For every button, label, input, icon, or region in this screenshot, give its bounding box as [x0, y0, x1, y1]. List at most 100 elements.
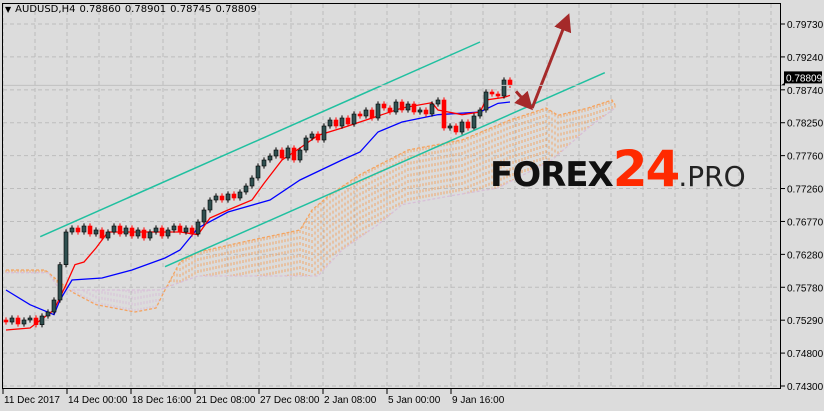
forecast-arrow: [514, 90, 534, 111]
candle: [111, 225, 117, 233]
channel-trendline: [164, 71, 606, 268]
candle: [45, 311, 51, 317]
forecast-arrow: [530, 13, 572, 109]
candle: [69, 227, 75, 233]
candle: [297, 149, 303, 161]
candle: [507, 79, 513, 86]
y-tick-label: 0.75290: [787, 316, 824, 327]
candle: [219, 195, 225, 201]
candle: [129, 227, 135, 237]
candle: [27, 317, 33, 321]
candle: [255, 165, 261, 179]
candle: [153, 227, 159, 233]
candle: [261, 159, 267, 167]
candle: [387, 107, 393, 113]
candle: [327, 119, 333, 127]
x-tick-label: 21 Dec 08:00: [196, 395, 256, 406]
drawn-objects: [3, 13, 780, 268]
senkou-span-b-line: [6, 107, 616, 291]
x-tick-label: 11 Dec 2017: [4, 395, 60, 406]
candle: [159, 227, 165, 237]
candle: [201, 209, 207, 223]
candle: [351, 113, 357, 125]
open-value: 0.78860: [79, 4, 121, 15]
candle: [75, 227, 81, 233]
candle: [291, 147, 297, 161]
candle: [315, 133, 321, 141]
indicator-lines: [5, 94, 616, 331]
x-tick-label: 14 Dec 00:00: [68, 395, 128, 406]
chart-header: ▼ AUDUSD,H4 0.78860 0.78901 0.78745 0.78…: [5, 4, 257, 15]
candle: [417, 109, 423, 113]
x-tick-label: 18 Dec 16:00: [132, 395, 192, 406]
candle: [9, 317, 15, 323]
candle: [15, 317, 21, 325]
low-value: 0.78745: [170, 4, 212, 15]
y-tick-label: 0.74800: [787, 349, 824, 360]
candle: [189, 227, 195, 235]
candle: [183, 227, 189, 233]
candle: [459, 121, 465, 133]
y-tick-label: 0.76280: [787, 250, 824, 261]
candle: [87, 225, 93, 235]
y-tick-label: 0.79730: [787, 20, 824, 31]
y-tick-label: 0.76770: [787, 217, 824, 228]
candle: [405, 103, 411, 111]
candle: [423, 109, 429, 115]
candle: [339, 117, 345, 127]
candle: [147, 231, 153, 239]
candle: [249, 177, 255, 187]
tenkan-sen-line: [5, 94, 511, 331]
candle: [81, 225, 87, 233]
candle: [483, 91, 489, 111]
candle: [213, 195, 219, 201]
x-tick-label: 2 Jan 08:00: [324, 395, 377, 406]
senkou-span-a-line: [6, 99, 616, 313]
candle: [135, 229, 141, 237]
candle: [243, 185, 249, 193]
y-tick-label: 0.79240: [787, 53, 824, 64]
y-tick-label: 0.78740: [787, 86, 824, 97]
candle: [303, 137, 309, 151]
high-value: 0.78901: [124, 4, 167, 15]
candle: [57, 264, 63, 301]
close-value: 0.78809: [215, 4, 257, 15]
candle: [447, 125, 453, 129]
candle: [429, 103, 435, 115]
current-price-box: [784, 71, 822, 84]
candle: [309, 133, 315, 139]
candle: [471, 115, 477, 129]
candle: [123, 227, 129, 235]
candle: [285, 147, 291, 159]
time-axis[interactable]: 11 Dec 2017 14 Dec 00:00 18 Dec 16:00 21 De…: [2, 389, 505, 406]
candle: [477, 109, 483, 117]
candle: [333, 119, 339, 127]
candle: [207, 199, 213, 211]
candle: [279, 149, 285, 159]
candle: [441, 99, 447, 129]
dropdown-triangle-icon[interactable]: ▼: [5, 5, 12, 14]
price-axis[interactable]: 0.79730 0.79240 0.78740 0.78250 0.77760 0.772…: [781, 20, 824, 393]
candle: [321, 125, 327, 141]
candle: [237, 191, 243, 199]
candle: [369, 109, 375, 119]
candle: [363, 109, 369, 117]
candle: [99, 229, 105, 239]
candle: [63, 231, 69, 265]
candle: [345, 117, 351, 125]
candle: [141, 229, 147, 239]
candle: [39, 315, 45, 325]
candle: [21, 319, 27, 325]
candle: [33, 317, 39, 325]
y-tick-label: 0.77260: [787, 185, 824, 196]
candle: [489, 91, 495, 95]
candle: [165, 229, 171, 237]
candle: [453, 125, 459, 133]
y-tick-label: 0.74300: [787, 382, 824, 393]
candle: [381, 103, 387, 109]
candle: [393, 101, 399, 113]
current-price-label: 0.78809: [786, 73, 823, 84]
candle: [399, 101, 405, 111]
candle: [117, 225, 123, 235]
